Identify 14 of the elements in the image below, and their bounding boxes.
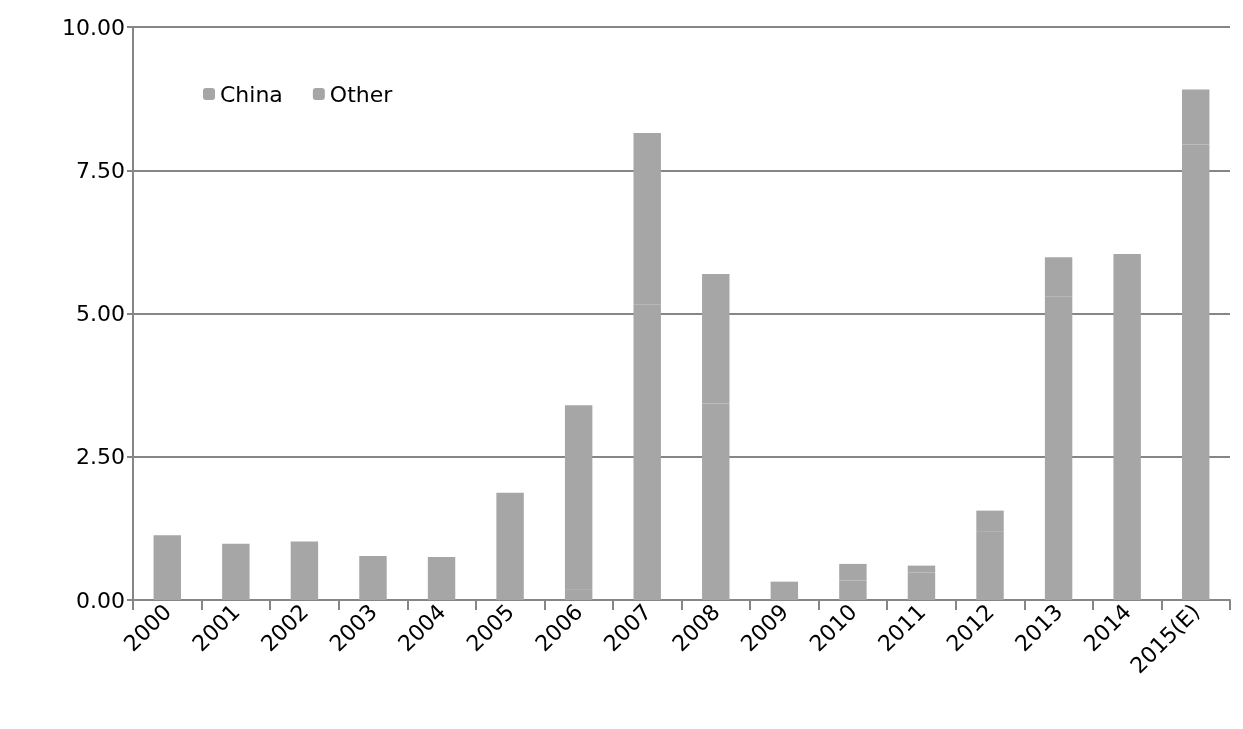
y-tick-label: 2.50 [76, 444, 125, 470]
y-tick-label: 5.00 [76, 301, 125, 326]
bar [153, 535, 181, 600]
bar [770, 581, 799, 600]
y-tick-label: 10.00 [62, 14, 125, 40]
bar [222, 543, 250, 600]
bar [427, 557, 456, 600]
bar [359, 555, 387, 600]
bar [496, 492, 524, 600]
legend-label: Other [329, 81, 394, 107]
legend-label: China [220, 81, 283, 107]
bar [290, 541, 319, 600]
y-tick-label: 7.50 [76, 157, 125, 183]
y-tick-label: 0.00 [76, 587, 125, 613]
